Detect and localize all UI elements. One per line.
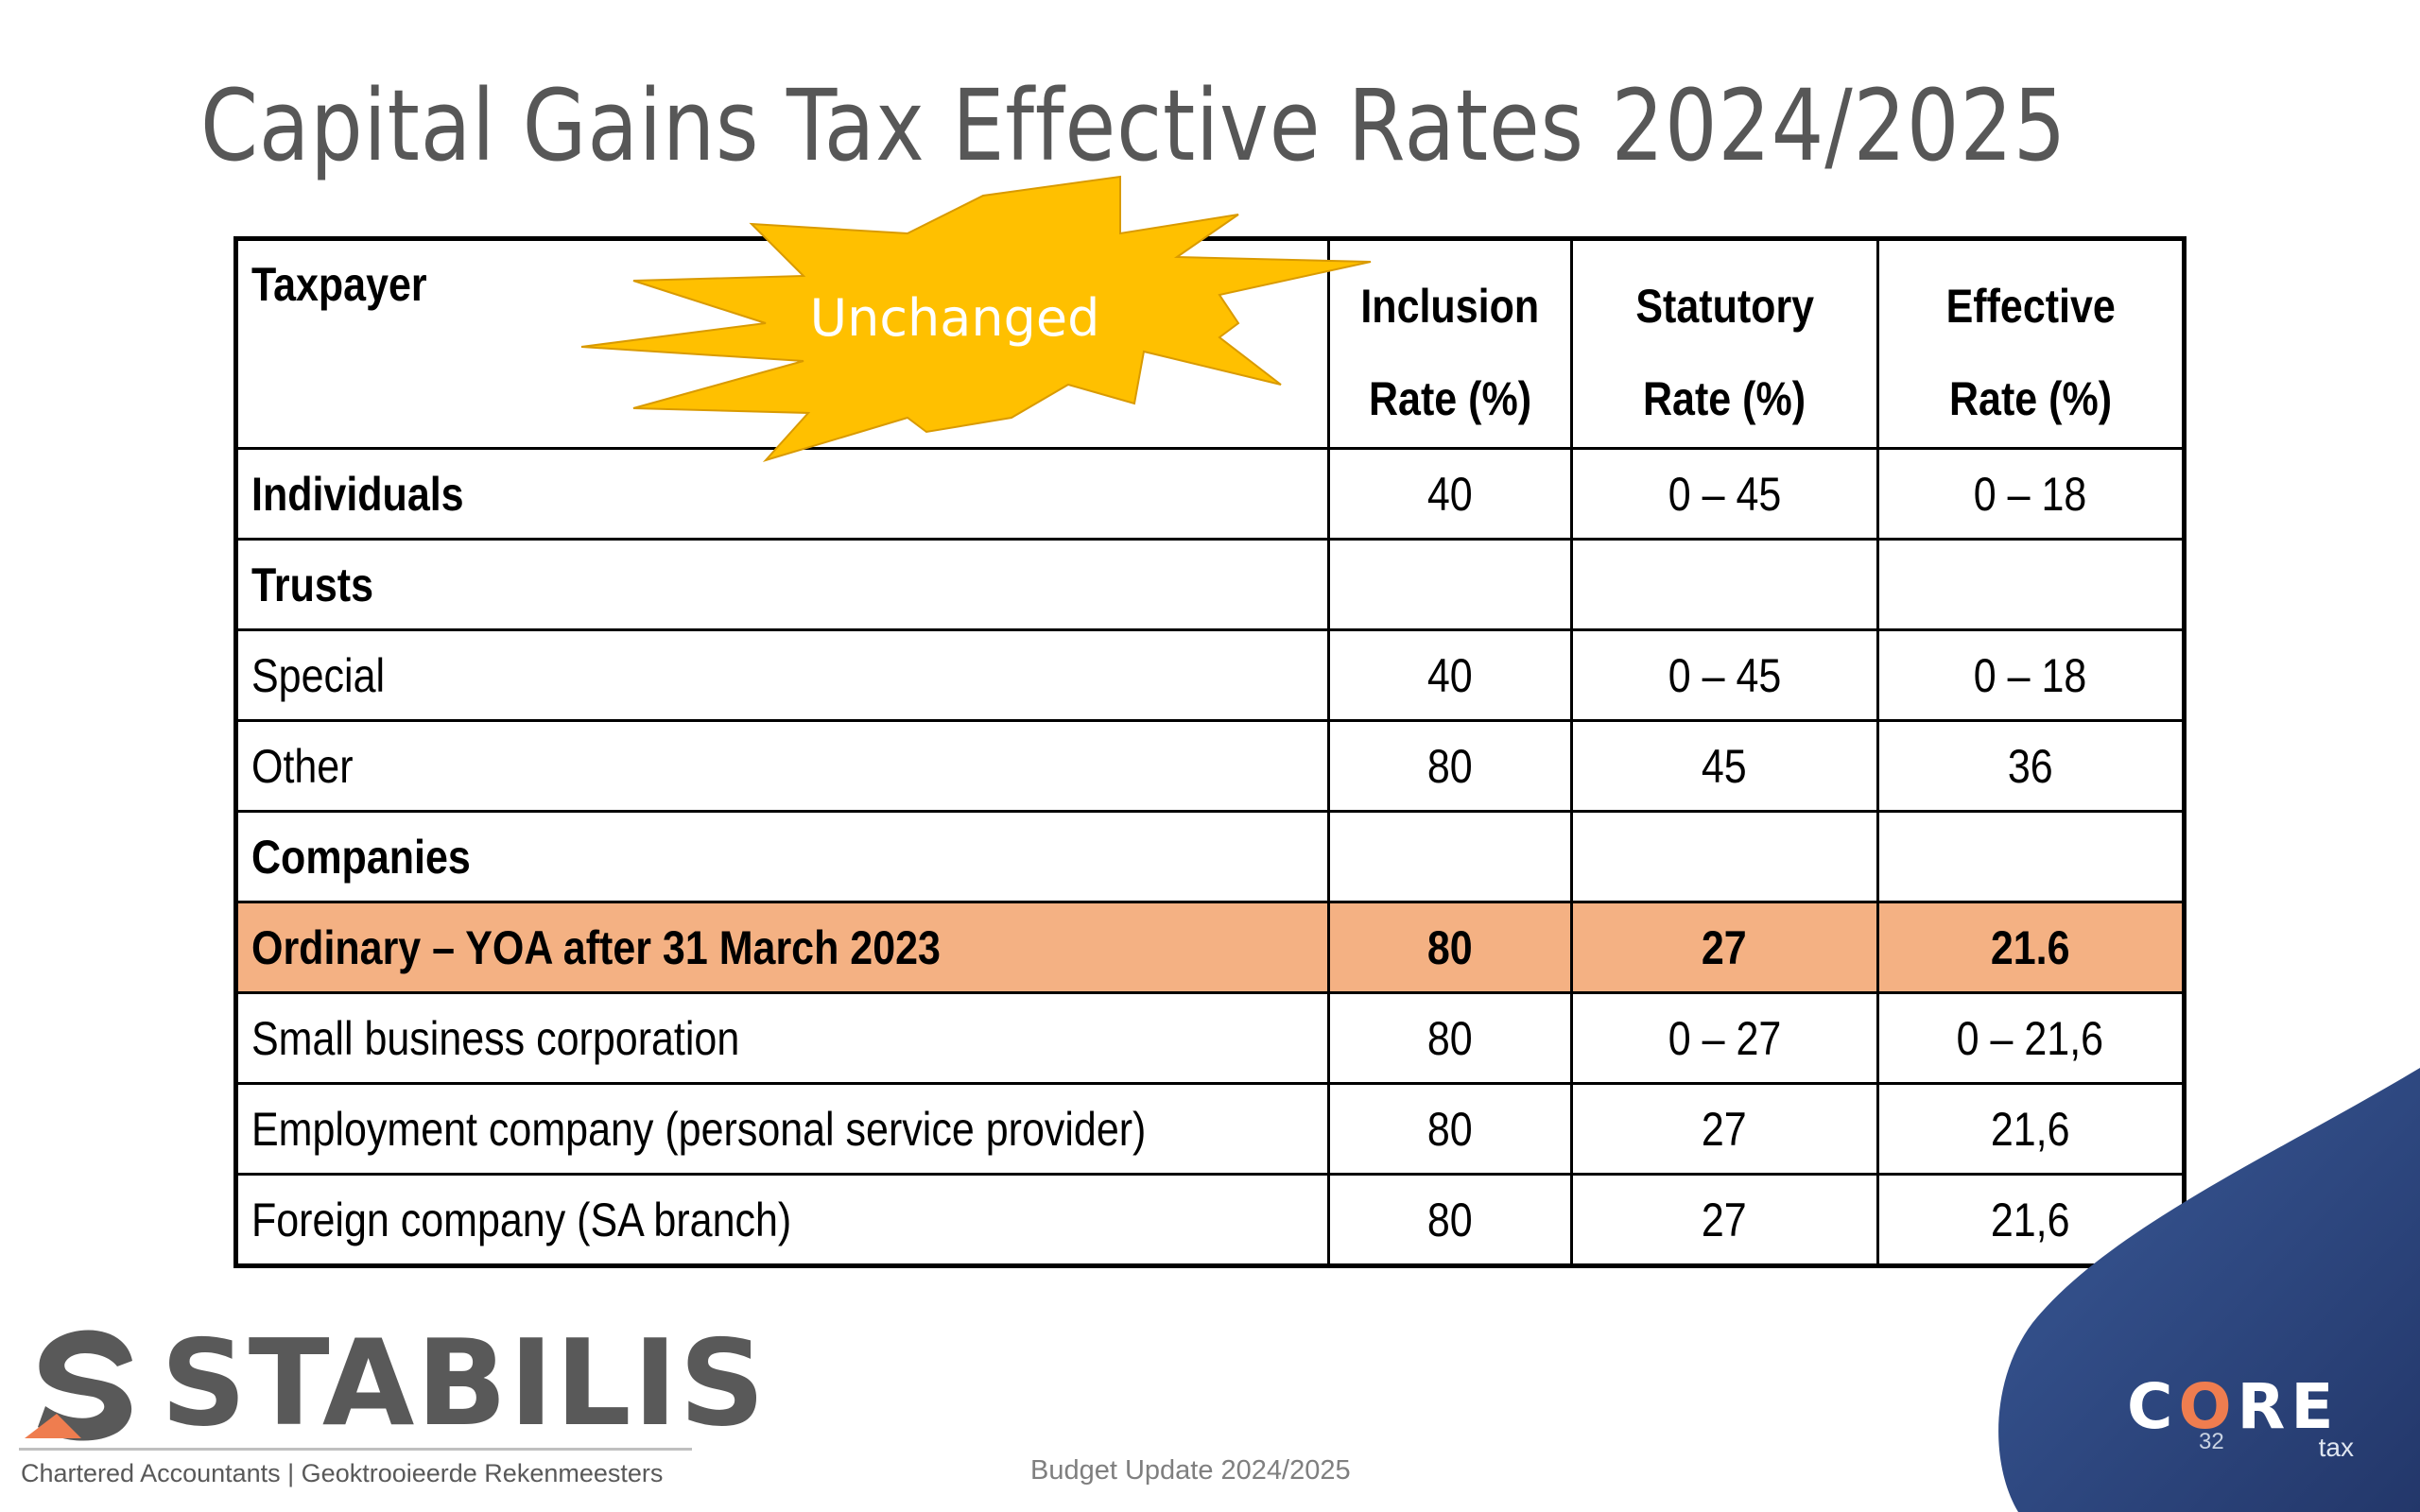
cell-taxpayer: Small business corporation — [234, 991, 1330, 1085]
table-row-foreign-company: Foreign company (SA branch) 80 27 21,6 — [234, 1173, 2186, 1267]
cell-statutory: 45 — [1570, 719, 1879, 813]
table-row-individuals: Individuals 40 0 – 45 0 – 18 — [234, 447, 2186, 541]
cell-statutory: 27 — [1570, 901, 1879, 994]
cell-taxpayer: Foreign company (SA branch) — [234, 1173, 1330, 1267]
cell-taxpayer: Individuals — [234, 447, 1330, 541]
cell-taxpayer: Ordinary – YOA after 31 March 2023 — [234, 901, 1330, 994]
cell-effective — [1876, 538, 2186, 631]
table-row-special: Special 40 0 – 45 0 – 18 — [234, 628, 2186, 722]
header-statutory-rate: Statutory Rate (%) — [1570, 237, 1879, 450]
cell-inclusion: 80 — [1326, 1173, 1574, 1267]
cell-effective: 21,6 — [1876, 1173, 2186, 1267]
cell-statutory: 27 — [1570, 1082, 1879, 1176]
cell-effective: 0 – 18 — [1876, 628, 2186, 722]
core-tax-label: tax — [2318, 1433, 2354, 1462]
cell-taxpayer: Special — [234, 628, 1330, 722]
cell-inclusion: 40 — [1326, 628, 1574, 722]
core-wordmark: CORE — [2127, 1370, 2340, 1443]
cell-statutory: 0 – 45 — [1570, 628, 1879, 722]
table-row-employment-company: Employment company (personal service pro… — [234, 1082, 2186, 1176]
cell-statutory — [1570, 538, 1879, 631]
table-row-companies: Companies — [234, 810, 2186, 903]
corner-navy-shape — [1998, 1068, 2420, 1512]
header-effective-rate: Effective Rate (%) — [1876, 237, 2186, 450]
cell-inclusion: 80 — [1326, 719, 1574, 813]
cell-inclusion — [1326, 538, 1574, 631]
stabilis-logo: STABILIS Chartered Accountants | Geoktro… — [19, 1314, 765, 1503]
table-row-other: Other 80 45 36 — [234, 719, 2186, 813]
cell-inclusion: 80 — [1326, 901, 1574, 994]
cell-statutory — [1570, 810, 1879, 903]
cell-inclusion — [1326, 810, 1574, 903]
stabilis-tagline: Chartered Accountants | Geoktrooieerde R… — [21, 1459, 664, 1487]
cell-taxpayer: Other — [234, 719, 1330, 813]
cell-taxpayer: Companies — [234, 810, 1330, 903]
cell-statutory: 0 – 27 — [1570, 991, 1879, 1085]
footer-text: Budget Update 2024/2025 — [1030, 1455, 1351, 1486]
table-row-ordinary-highlighted: Ordinary – YOA after 31 March 2023 80 27… — [234, 901, 2186, 994]
cell-taxpayer: Employment company (personal service pro… — [234, 1082, 1330, 1176]
stabilis-symbol-icon — [25, 1330, 132, 1441]
core-tax-logo: CORE tax — [2127, 1370, 2354, 1462]
stabilis-divider — [19, 1448, 692, 1451]
cell-effective: 21,6 — [1876, 1082, 2186, 1176]
cell-effective: 36 — [1876, 719, 2186, 813]
table-row-small-business: Small business corporation 80 0 – 27 0 –… — [234, 991, 2186, 1085]
cell-inclusion: 80 — [1326, 1082, 1574, 1176]
cell-effective: 21.6 — [1876, 901, 2186, 994]
cell-inclusion: 40 — [1326, 447, 1574, 541]
header-inclusion-rate: Inclusion Rate (%) — [1326, 237, 1574, 450]
unchanged-starburst-shape — [580, 175, 1372, 462]
cell-effective: 0 – 21,6 — [1876, 991, 2186, 1085]
cell-effective — [1876, 810, 2186, 903]
cell-statutory: 27 — [1570, 1173, 1879, 1267]
slide-title: Capital Gains Tax Effective Rates 2024/2… — [200, 68, 2067, 183]
page-number: 32 — [2199, 1429, 2224, 1454]
cell-statutory: 0 – 45 — [1570, 447, 1879, 541]
cell-taxpayer: Trusts — [234, 538, 1330, 631]
table-row-trusts: Trusts — [234, 538, 2186, 631]
cell-effective: 0 – 18 — [1876, 447, 2186, 541]
cell-inclusion: 80 — [1326, 991, 1574, 1085]
unchanged-callout-label: Unchanged — [809, 288, 1100, 348]
stabilis-wordmark: STABILIS — [161, 1314, 768, 1452]
